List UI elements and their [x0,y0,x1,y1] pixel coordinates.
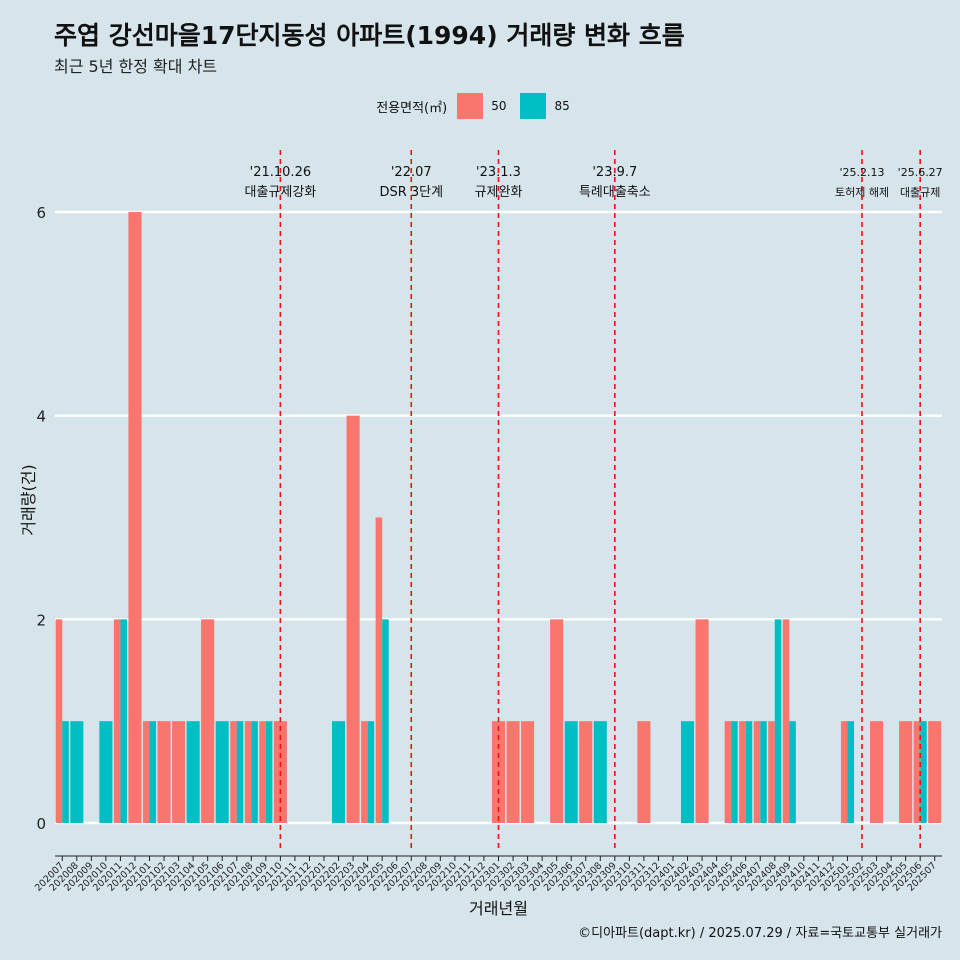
y-tick-label: 4 [36,408,46,426]
bar-50-202403 [695,619,709,823]
y-tick-label: 0 [36,815,46,833]
bar-50-202409 [782,619,790,823]
bar-50-202503 [870,721,884,823]
bar-85-202306 [564,721,578,823]
bar-50-202506 [913,721,921,823]
bar-50-202102 [157,721,171,823]
bar-85-202407 [760,721,767,823]
bar-85-202308 [593,721,607,823]
bar-50-202405 [724,721,732,823]
chart-subtitle: 최근 5년 한정 확대 차트 [54,57,218,76]
bar-50-202203 [346,415,360,823]
bar-85-202409 [789,721,796,823]
event-date: '23.9.7 [592,165,637,180]
bar-50-202109 [259,721,266,823]
bar-85-202402 [680,721,695,823]
bar-85-202008 [70,721,84,823]
bar-50-202107 [230,721,237,823]
bar-50-202101 [142,721,150,823]
bar-50-202501 [840,721,848,823]
bar-50-202505 [899,721,913,823]
bar-85-202106 [215,721,229,823]
bar-50-202205 [375,517,383,823]
chart-title: 주엽 강선마을17단지동성 아파트(1994) 거래량 변화 흐름 [54,21,685,50]
event-label: 규제완화 [475,185,523,200]
legend-title: 전용면적(㎡) [376,100,448,116]
bar-50-202311 [637,721,651,823]
bar-50-202307 [579,721,593,823]
event-label: 대출규제강화 [245,185,317,200]
legend-swatch-85 [520,93,547,119]
bar-50-202204 [361,721,368,823]
bar-85-202202 [332,721,346,823]
bar-85-202204 [367,721,375,823]
event-date: '23.1.3 [476,165,521,180]
event-label: 대출규제 [900,186,940,199]
event-date: '25.6.27 [898,166,943,179]
bar-50-202507 [928,721,942,823]
bar-50-202302 [506,721,520,823]
bar-85-202011 [120,619,127,823]
bar-85-202405 [731,721,738,823]
bar-50-202007 [55,619,63,823]
bar-85-202101 [149,721,157,823]
source-caption: ©디아파트(dapt.kr) / 2025.07.29 / 자료=국토교통부 실… [578,926,942,941]
bar-50-202011 [113,619,121,823]
bar-50-202305 [550,619,564,823]
bar-50-202408 [768,721,775,823]
bar-50-202012 [128,212,142,823]
bar-85-202506 [920,721,927,823]
event-label: DSR 3단계 [379,185,443,200]
legend-label-50: 50 [491,99,507,113]
legend-swatch-50 [457,93,484,119]
bar-85-202107 [236,721,244,823]
bar-50-202407 [753,721,761,823]
x-axis-title: 거래년월 [469,899,528,918]
legend: 전용면적(㎡) 50 85 [0,93,960,119]
bar-50-202406 [739,721,746,823]
event-label: 토허제 해제 [835,185,889,199]
legend-label-85: 85 [554,99,570,113]
bar-50-202108 [244,721,252,823]
event-date: '25.2.13 [840,166,885,179]
bar-85-202010 [99,721,113,823]
bar-50-202103 [172,721,186,823]
bar-85-202205 [382,619,389,823]
bar-85-202104 [186,721,200,823]
event-date: '21.10.26 [250,165,311,180]
bar-85-202406 [745,721,753,823]
bar-85-202501 [847,721,855,823]
event-date: '22.07 [391,165,432,180]
bar-85-202007 [62,721,69,823]
y-tick-label: 2 [36,611,46,629]
event-label: 특례대출축소 [579,185,651,200]
bar-50-202303 [521,721,535,823]
bar-85-202108 [251,721,258,823]
bar-85-202408 [774,619,782,823]
bar-50-202105 [201,619,215,823]
bar-85-202109 [265,721,273,823]
y-tick-label: 6 [36,204,46,222]
y-axis-title: 거래량(건) [19,464,38,535]
